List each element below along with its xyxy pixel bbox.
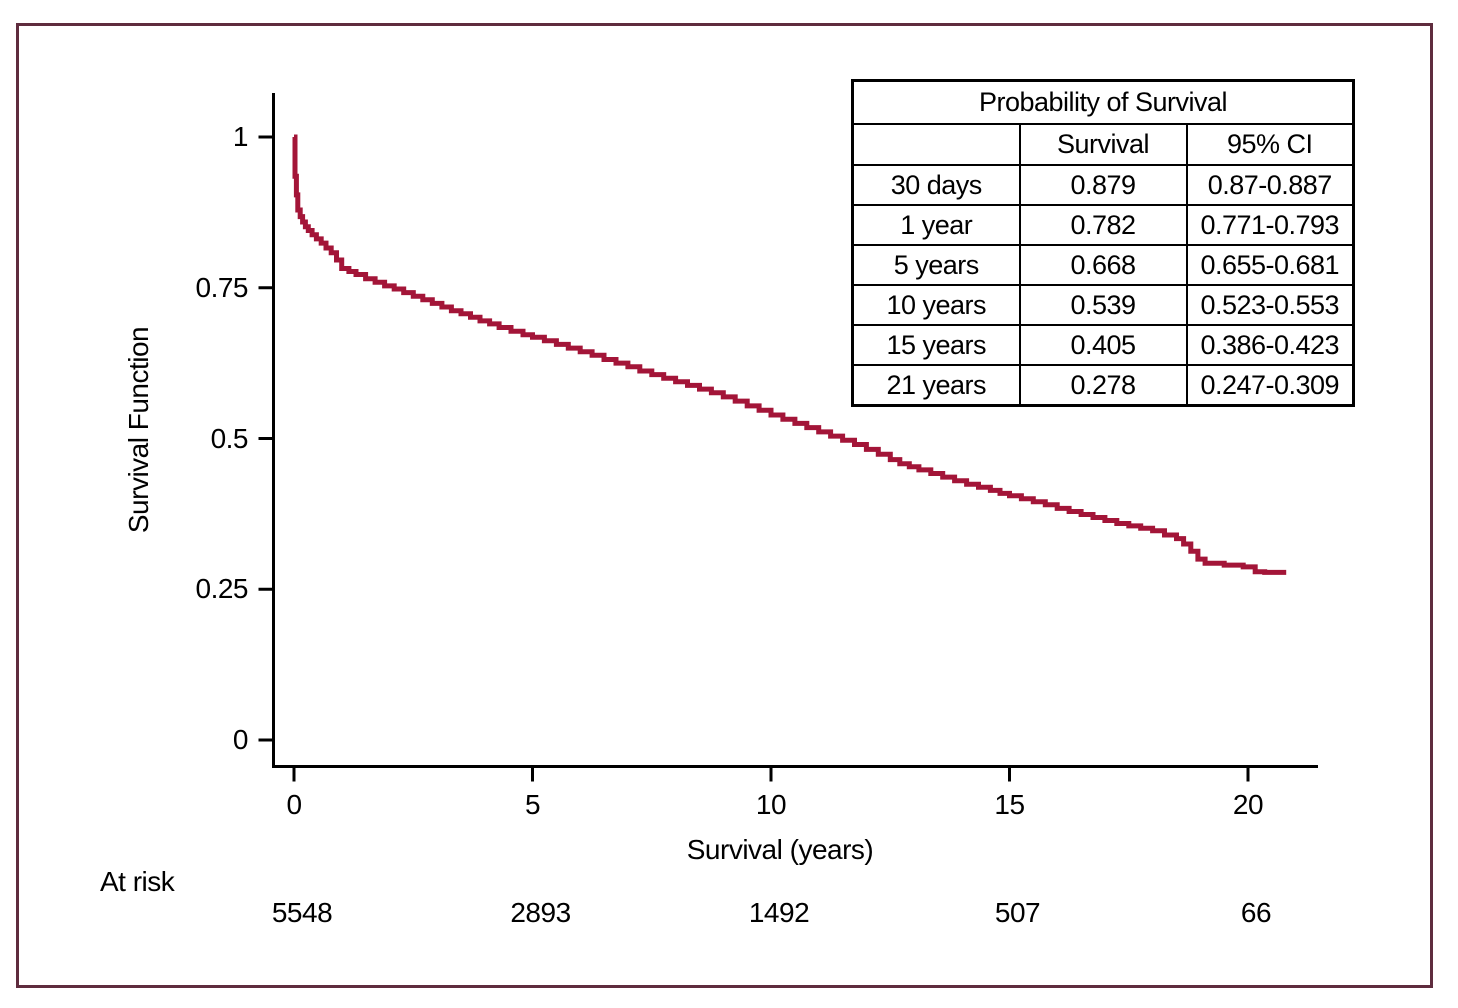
x-axis-title: Survival (years) xyxy=(686,834,874,865)
table-row: 5 years 0.668 0.655-0.681 xyxy=(851,244,1355,286)
row-survival: 0.668 xyxy=(1018,244,1188,286)
x-tick-label: 0 xyxy=(286,789,302,820)
row-survival: 0.405 xyxy=(1018,324,1188,366)
row-label: 15 years xyxy=(851,324,1021,366)
at-risk-count: 66 xyxy=(1240,897,1272,928)
y-tick-label: 0.75 xyxy=(195,271,249,303)
x-tick-label: 20 xyxy=(1232,789,1264,820)
row-ci: 0.386-0.423 xyxy=(1185,324,1355,366)
x-tick-label: 10 xyxy=(755,789,787,820)
row-ci: 0.771-0.793 xyxy=(1185,204,1355,246)
at-risk-label: At risk xyxy=(100,866,175,897)
figure-border xyxy=(16,23,1433,988)
at-risk-count: 2893 xyxy=(510,897,571,928)
header-ci: 95% CI xyxy=(1185,123,1355,166)
table-row: 30 days 0.879 0.87-0.887 xyxy=(851,164,1355,206)
row-ci: 0.247-0.309 xyxy=(1185,364,1355,407)
row-label: 1 year xyxy=(851,204,1021,246)
table-row: 1 year 0.782 0.771-0.793 xyxy=(851,204,1355,246)
table-row: 21 years 0.278 0.247-0.309 xyxy=(851,364,1355,407)
row-survival: 0.278 xyxy=(1018,364,1188,407)
probability-table-title: Probability of Survival xyxy=(851,79,1355,125)
survival-curve xyxy=(292,134,1287,575)
probability-table-title-row: Probability of Survival xyxy=(851,79,1355,125)
row-survival: 0.879 xyxy=(1018,164,1188,206)
probability-table: Probability of Survival Survival 95% CI … xyxy=(851,79,1355,407)
row-ci: 0.87-0.887 xyxy=(1185,164,1355,206)
x-tick-label: 15 xyxy=(994,789,1025,820)
at-risk-count: 507 xyxy=(994,897,1041,928)
y-tick-label: 1 xyxy=(232,121,249,152)
header-survival: Survival xyxy=(1018,123,1188,166)
at-risk-count: 5548 xyxy=(271,897,333,928)
probability-table-header-row: Survival 95% CI xyxy=(851,123,1355,166)
y-tick-label: 0 xyxy=(232,724,249,755)
row-ci: 0.655-0.681 xyxy=(1185,244,1355,286)
row-survival: 0.782 xyxy=(1018,204,1188,246)
table-row: 10 years 0.539 0.523-0.553 xyxy=(851,284,1355,326)
x-tick-label: 5 xyxy=(524,789,541,820)
y-tick-label: 0.5 xyxy=(210,422,249,454)
row-label: 5 years xyxy=(851,244,1021,286)
axes xyxy=(272,93,1318,768)
row-ci: 0.523-0.553 xyxy=(1185,284,1355,326)
y-tick-label: 0.25 xyxy=(195,573,249,605)
at-risk-count: 1492 xyxy=(748,897,810,928)
row-label: 30 days xyxy=(851,164,1021,206)
row-survival: 0.539 xyxy=(1018,284,1188,326)
table-row: 15 years 0.405 0.386-0.423 xyxy=(851,324,1355,366)
row-label: 10 years xyxy=(851,284,1021,326)
row-label: 21 years xyxy=(851,364,1021,407)
header-blank xyxy=(851,123,1021,166)
